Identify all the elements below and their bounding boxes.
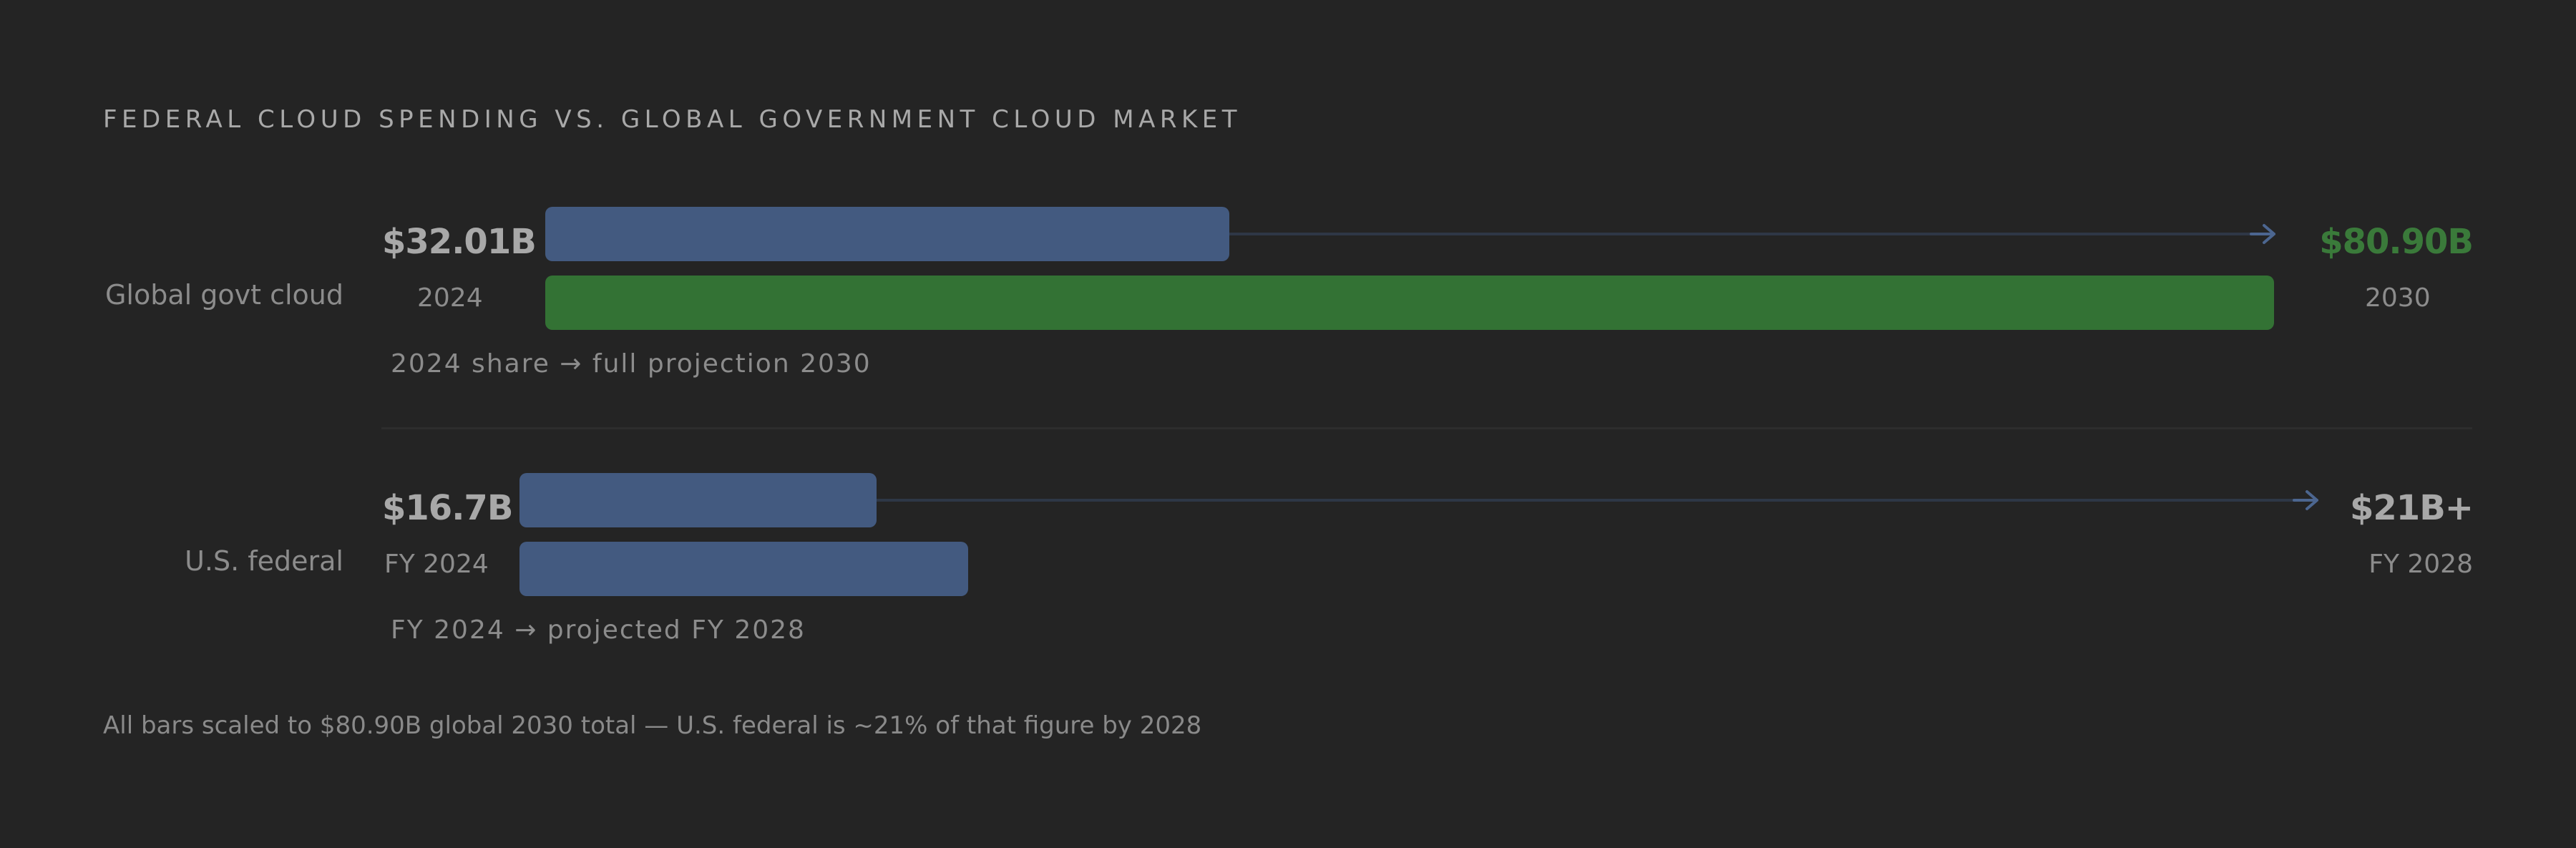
end-period-global: 2030 bbox=[2365, 283, 2431, 313]
trend-track-federal bbox=[877, 499, 2297, 502]
end-period-federal: FY 2028 bbox=[2368, 550, 2473, 579]
end-value-federal: $21B+ bbox=[2350, 488, 2474, 528]
start-period-federal: FY 2024 bbox=[384, 550, 489, 579]
start-value-federal: $16.7B bbox=[382, 488, 513, 528]
row-divider bbox=[381, 427, 2472, 429]
trend-track-global bbox=[1229, 233, 2254, 235]
caption-federal: FY 2024 → projected FY 2028 bbox=[391, 615, 806, 645]
chart-title: FEDERAL CLOUD SPENDING VS. GLOBAL GOVERN… bbox=[103, 105, 1241, 134]
start-period-global: 2024 bbox=[417, 283, 483, 313]
start-value-global: $32.01B bbox=[382, 222, 537, 262]
bar-federal-fy2024 bbox=[519, 473, 877, 527]
bar-global-2024 bbox=[545, 207, 1229, 261]
row-label-global: Global govt cloud bbox=[104, 279, 343, 311]
caption-global: 2024 share → full projection 2030 bbox=[391, 349, 872, 379]
footnote: All bars scaled to $80.90B global 2030 t… bbox=[103, 711, 1202, 740]
arrow-right-icon bbox=[2293, 490, 2318, 510]
end-value-global: $80.90B bbox=[2319, 222, 2474, 262]
bar-federal-fy2028 bbox=[519, 542, 968, 596]
bar-global-2030 bbox=[545, 276, 2274, 330]
arrow-right-icon bbox=[2250, 224, 2275, 244]
row-label-federal: U.S. federal bbox=[185, 545, 343, 577]
